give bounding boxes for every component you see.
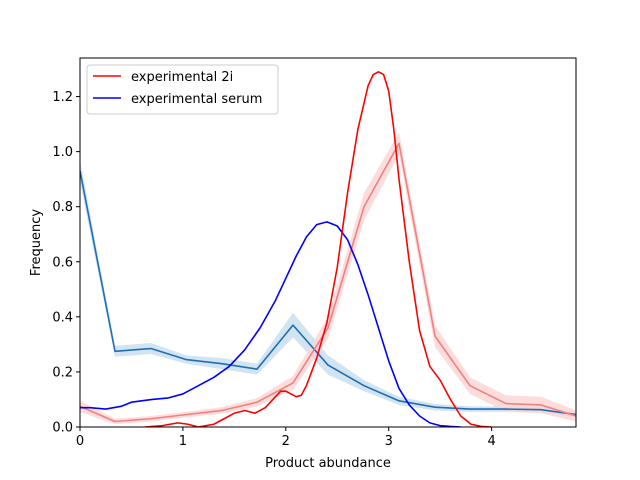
- y-tick-label: 0.6: [52, 255, 73, 270]
- x-tick-label: 0: [76, 434, 84, 449]
- y-tick-label: 0.4: [52, 310, 73, 325]
- y-tick-label: 0.0: [52, 421, 73, 436]
- legend-label: experimental serum: [131, 92, 262, 107]
- x-tick-label: 1: [179, 434, 187, 449]
- y-axis-label: Frequency: [29, 209, 44, 276]
- series-line-3: [80, 170, 576, 416]
- y-tick-label: 1.0: [52, 145, 73, 160]
- confidence-bands: [80, 132, 576, 425]
- series-line-1: [80, 221, 461, 427]
- y-tick-label: 1.2: [52, 90, 73, 105]
- x-tick-label: 2: [282, 434, 290, 449]
- legend-label: experimental 2i: [131, 70, 233, 85]
- legend: experimental 2i experimental serum: [86, 64, 279, 115]
- x-axis-label: Product abundance: [265, 456, 391, 471]
- y-tick-label: 0.8: [52, 200, 73, 215]
- x-tick-label: 3: [385, 434, 393, 449]
- x-tick-label: 4: [487, 434, 495, 449]
- y-tick-label: 0.2: [52, 365, 73, 380]
- legend-box: [86, 64, 279, 115]
- confidence-band-2: [80, 132, 576, 425]
- series-lines: [80, 70, 576, 427]
- y-ticks: 0.0 0.2 0.4 0.6 0.8 1.0 1.2: [52, 90, 80, 436]
- plot-frame: [79, 57, 577, 428]
- x-ticks: 0 1 2 3 4: [76, 427, 496, 449]
- confidence-band-3: [80, 159, 576, 418]
- series-line-0: [144, 70, 492, 427]
- series-line-2: [80, 142, 576, 423]
